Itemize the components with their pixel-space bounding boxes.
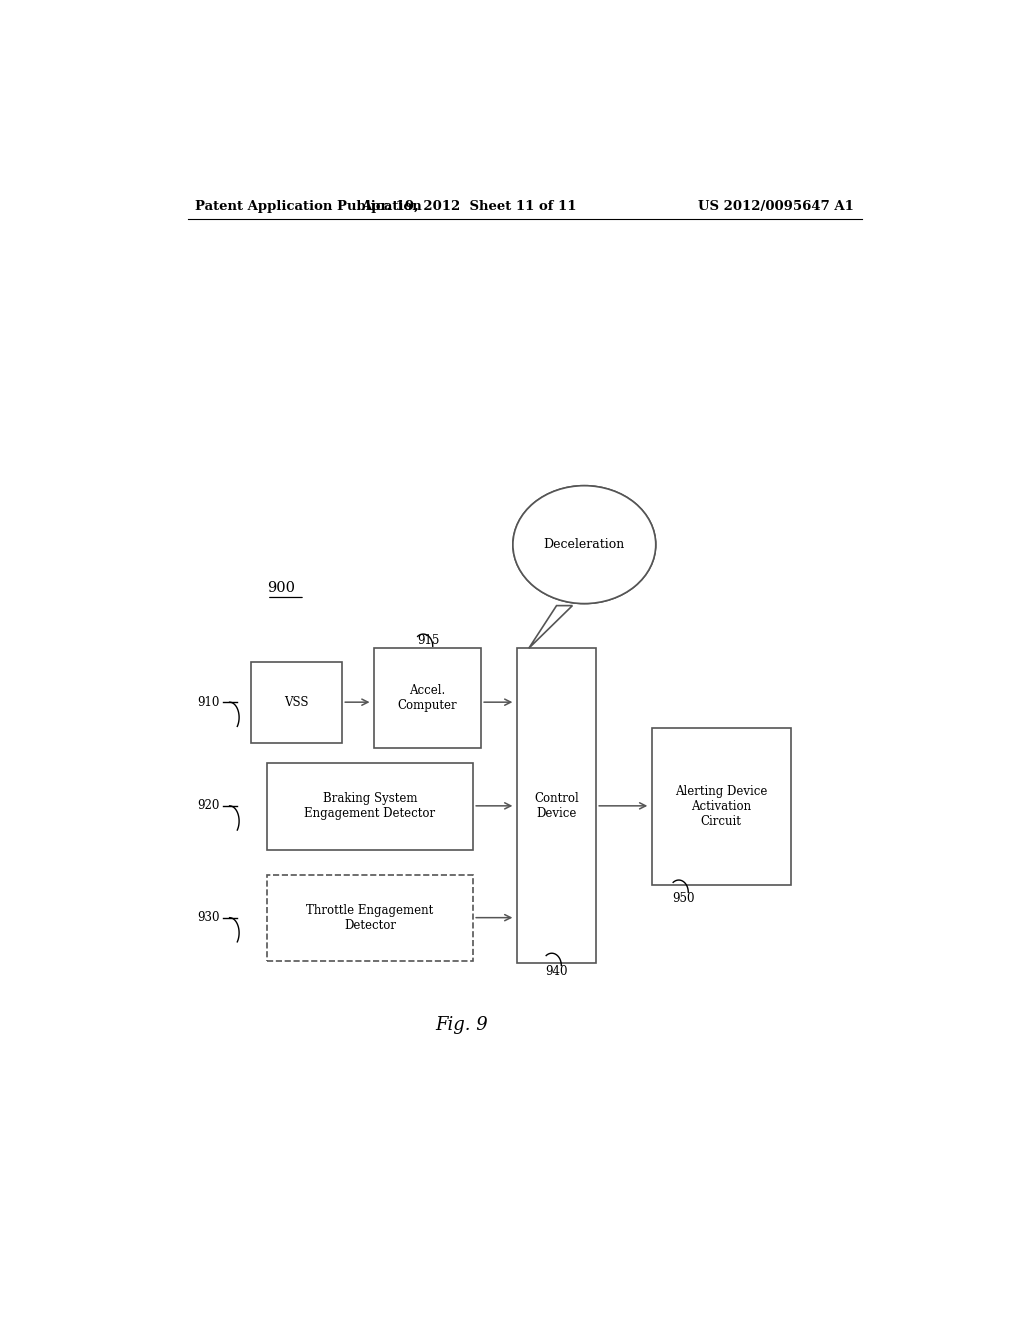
Text: 900: 900 — [267, 581, 295, 595]
FancyBboxPatch shape — [652, 727, 791, 886]
Ellipse shape — [513, 486, 655, 603]
Text: Fig. 9: Fig. 9 — [435, 1016, 487, 1035]
Text: VSS: VSS — [285, 696, 309, 709]
Text: Apr. 19, 2012  Sheet 11 of 11: Apr. 19, 2012 Sheet 11 of 11 — [361, 199, 577, 213]
FancyBboxPatch shape — [374, 648, 481, 748]
FancyBboxPatch shape — [267, 875, 473, 961]
Polygon shape — [528, 606, 572, 648]
Text: Throttle Engagement
Detector: Throttle Engagement Detector — [306, 904, 434, 932]
Text: Patent Application Publication: Patent Application Publication — [196, 199, 422, 213]
Text: 910: 910 — [197, 696, 219, 709]
Text: 920: 920 — [197, 800, 219, 812]
Ellipse shape — [513, 486, 655, 603]
Text: Braking System
Engagement Detector: Braking System Engagement Detector — [304, 792, 435, 820]
Text: Control
Device: Control Device — [535, 792, 579, 820]
Text: 915: 915 — [417, 634, 439, 647]
Text: Alerting Device
Activation
Circuit: Alerting Device Activation Circuit — [675, 785, 767, 828]
Text: 950: 950 — [673, 892, 694, 904]
FancyBboxPatch shape — [251, 661, 342, 743]
FancyBboxPatch shape — [267, 763, 473, 850]
Text: 940: 940 — [546, 965, 567, 978]
Text: US 2012/0095647 A1: US 2012/0095647 A1 — [698, 199, 854, 213]
Text: Deceleration: Deceleration — [544, 539, 625, 552]
FancyBboxPatch shape — [517, 648, 596, 964]
Text: 930: 930 — [197, 911, 219, 924]
Text: Accel.
Computer: Accel. Computer — [397, 684, 458, 711]
